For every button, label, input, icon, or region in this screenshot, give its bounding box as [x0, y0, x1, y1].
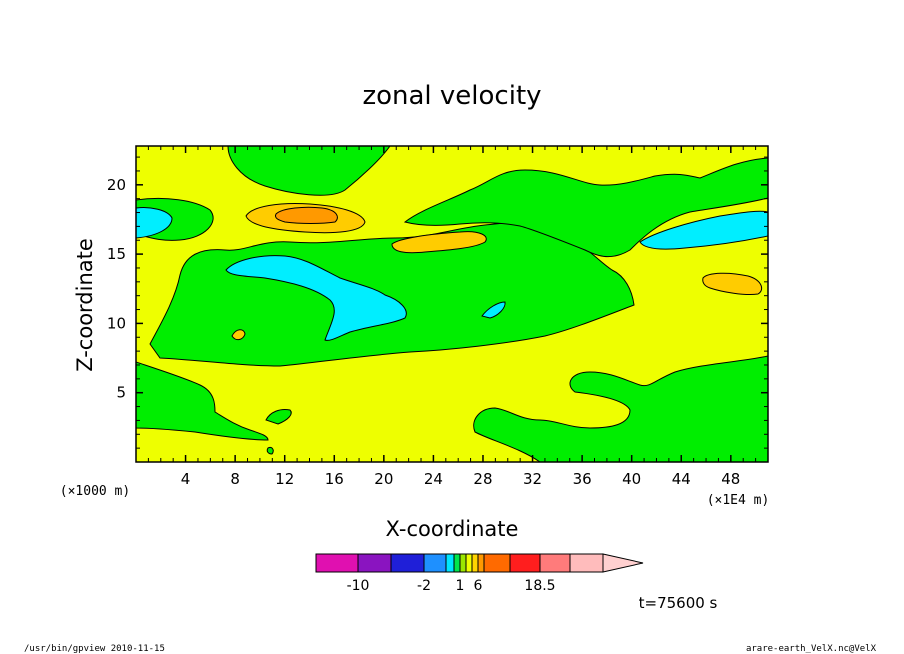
plot-frame: [135, 145, 769, 463]
colorbar-segment: [445, 553, 455, 573]
x-tick-label: 4: [181, 470, 191, 488]
x-tick-label: 16: [325, 470, 344, 488]
gold-region-right: [702, 272, 763, 295]
green-blob-small-1: [265, 409, 292, 425]
colorbar-segment: [453, 553, 461, 573]
green-region-upper: [227, 146, 768, 258]
colorbar-tick-label: 18.5: [524, 578, 555, 594]
y-axis-ticks: 5 10 15 20: [107, 156, 768, 449]
colorbar-segment: [509, 553, 541, 573]
colorbar-segment: [423, 553, 447, 573]
colorbar-segment: [569, 553, 604, 573]
x-tick-label: 20: [374, 470, 393, 488]
x-tick-label: 12: [275, 470, 294, 488]
colorbar-segment: [483, 553, 511, 573]
colorbar-tick-label: 1: [456, 578, 465, 594]
colorbar-segment: [477, 553, 485, 573]
x-unit-label: (×1E4 m): [707, 493, 770, 508]
y-tick-label: 20: [107, 176, 126, 194]
y-tick-label: 5: [116, 384, 126, 402]
cyan-region-left: [136, 207, 173, 239]
footer-right: arare-earth_VelX.nc@VelX: [746, 644, 877, 654]
colorbar-segment: [471, 553, 479, 573]
x-tick-label: 28: [473, 470, 492, 488]
y-tick-label: 15: [107, 245, 126, 263]
colorbar-tick-label: 6: [474, 578, 483, 594]
green-blob-small-2: [266, 447, 274, 455]
colorbar-segment: [315, 553, 359, 573]
green-region-lower-right: [473, 355, 768, 462]
cyan-blob-small: [481, 301, 506, 319]
y-axis-label: Z-coordinate: [73, 238, 97, 372]
y-tick-label: 10: [107, 314, 126, 332]
chart-title: zonal velocity: [362, 81, 541, 111]
colorbar-tick-label: -2: [417, 578, 431, 594]
cyan-region-center: [225, 255, 407, 341]
x-tick-label: 48: [721, 470, 740, 488]
colorbar-segment: [390, 553, 425, 573]
x-tick-label: 40: [622, 470, 641, 488]
colorbar-segment: [539, 553, 571, 573]
y-unit-label: (×1000 m): [60, 484, 130, 499]
x-tick-label: 8: [230, 470, 240, 488]
gold-blob-small: [231, 329, 246, 341]
x-axis-label: X-coordinate: [386, 517, 519, 541]
colorbar-segment: [465, 553, 473, 573]
x-tick-label: 36: [573, 470, 592, 488]
green-region-lower-left: [136, 361, 269, 441]
x-axis-ticks: 4 8 12 16 20 24 28 32 36 40 44 48: [147, 146, 757, 488]
colorbar-labels: -10 -2 1 6 18.5: [347, 578, 556, 594]
gold-region-center: [391, 231, 487, 254]
colorbar: [315, 553, 644, 573]
colorbar-tick-label: -10: [347, 578, 370, 594]
footer-left: /usr/bin/gpview 2010-11-15: [24, 644, 165, 654]
x-tick-label: 44: [672, 470, 691, 488]
colorbar-segment: [459, 553, 467, 573]
time-label: t=75600 s: [639, 594, 718, 612]
orange-region-upper: [275, 206, 338, 224]
colorbar-segment: [357, 553, 392, 573]
colorbar-extension-arrow: [602, 553, 644, 573]
contour-field: [135, 145, 769, 463]
x-tick-label: 32: [523, 470, 542, 488]
x-tick-label: 24: [424, 470, 443, 488]
cyan-region-right: [639, 210, 768, 250]
